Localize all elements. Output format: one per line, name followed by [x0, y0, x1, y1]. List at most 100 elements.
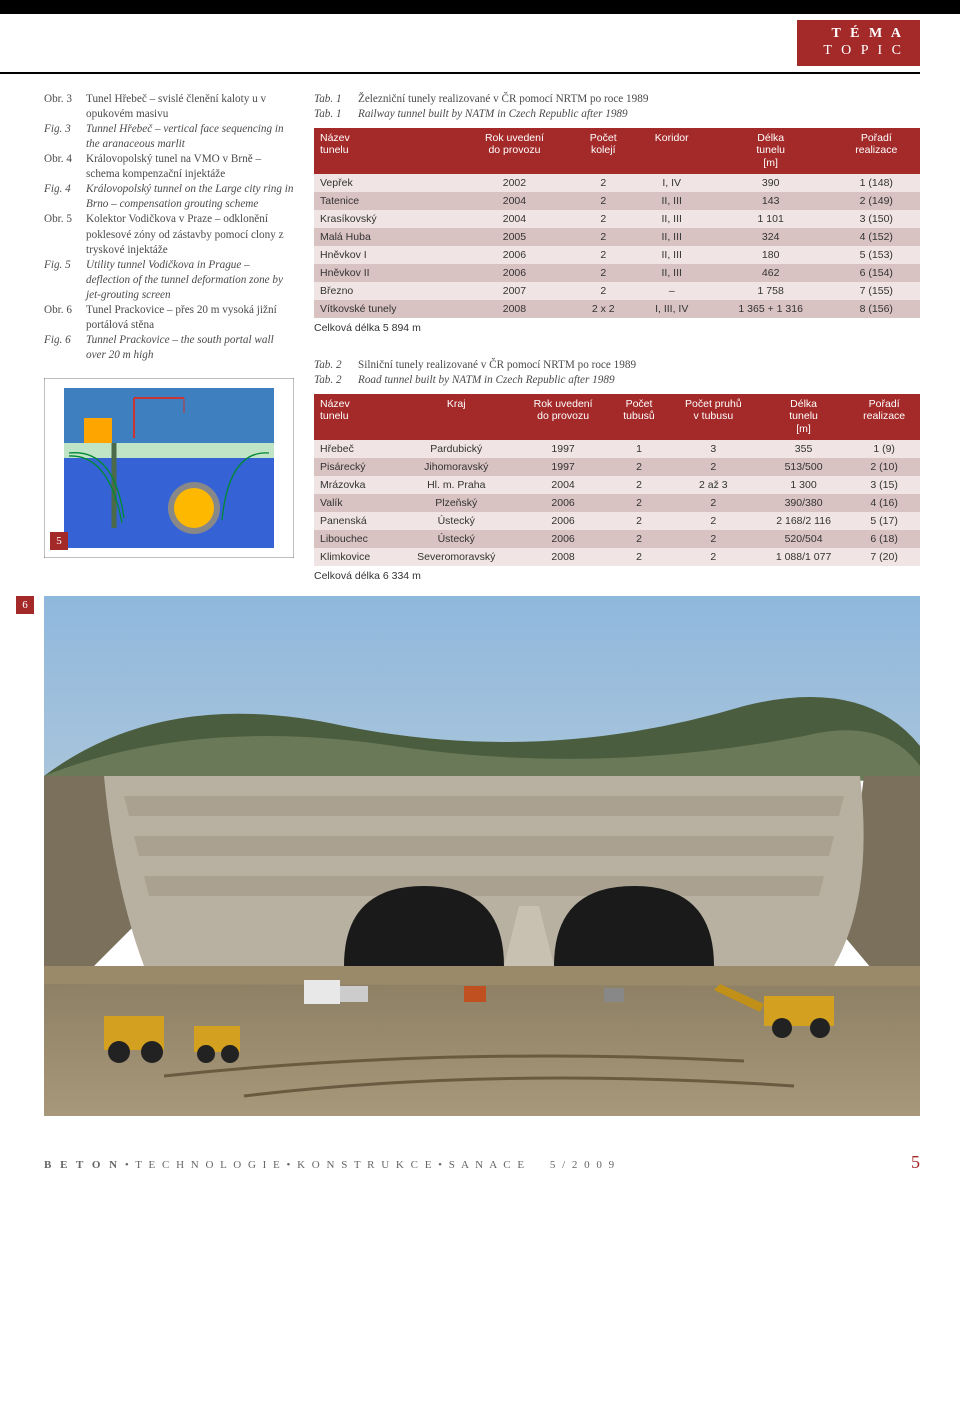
caption-row: Obr. 4Královopolský tunel na VMO v Brně …	[44, 152, 294, 182]
table-cell: 2 (10)	[848, 458, 920, 476]
table-cell: 2006	[457, 264, 572, 282]
table-cell: II, III	[635, 246, 709, 264]
figure-5: 5	[44, 378, 294, 558]
table-cell: 2004	[516, 476, 610, 494]
table-cell: Vítkovské tunely	[314, 300, 457, 318]
caption-row: Obr. 6Tunel Prackovice – přes 20 m vysok…	[44, 303, 294, 333]
table-cell: 1	[610, 440, 668, 458]
page-number: 5	[911, 1152, 920, 1173]
figure-captions: Obr. 3Tunel Hřebeč – svislé členění kalo…	[44, 92, 294, 364]
table-row: HřebečPardubický1997133551 (9)	[314, 440, 920, 458]
table-cell: 1 365 + 1 316	[709, 300, 833, 318]
table-cell: 2	[610, 458, 668, 476]
table-row: ValíkPlzeňský200622390/3804 (16)	[314, 494, 920, 512]
table-cell: 6 (154)	[833, 264, 920, 282]
table-caption-text: Silniční tunely realizované v ČR pomocí …	[358, 358, 636, 373]
table-cell: 520/504	[759, 530, 848, 548]
caption-text: Utility tunnel Vodičkova in Prague – def…	[86, 258, 294, 303]
figure-6-number: 6	[16, 596, 34, 614]
caption-text: Tunnel Prackovice – the south portal wal…	[86, 333, 294, 363]
caption-text: Tunel Hřebeč – svislé členění kaloty u v…	[86, 92, 294, 122]
table-cell: Ústecký	[396, 530, 516, 548]
table-cell: 3 (15)	[848, 476, 920, 494]
caption-text: Královopolský tunel na VMO v Brně – sche…	[86, 152, 294, 182]
table-cell: Klimkovice	[314, 548, 396, 566]
table-caption-row: Tab. 2Road tunnel built by NATM in Czech…	[314, 373, 920, 388]
caption-row: Fig. 4Královopolský tunnel on the Large …	[44, 182, 294, 212]
table-cell: 2	[572, 246, 635, 264]
table-row: Březno20072–1 7587 (155)	[314, 282, 920, 300]
table-cell: 324	[709, 228, 833, 246]
table-cell: Ústecký	[396, 512, 516, 530]
table-cell: 2 (149)	[833, 192, 920, 210]
table-cell: Hněvkov I	[314, 246, 457, 264]
table-cell: 1 (9)	[848, 440, 920, 458]
table-cell: –	[635, 282, 709, 300]
table-cell: Krasíkovský	[314, 210, 457, 228]
figure-6-photo	[44, 596, 920, 1116]
table-caption-row: Tab. 1Railway tunnel built by NATM in Cz…	[314, 107, 920, 122]
table-cell: 3	[668, 440, 759, 458]
table-caption-text: Železniční tunely realizované v ČR pomoc…	[358, 92, 648, 107]
table1-captions: Tab. 1Železniční tunely realizované v ČR…	[314, 92, 920, 122]
table-cell: 4 (16)	[848, 494, 920, 512]
table-cell: 2002	[457, 174, 572, 192]
table-cell: Jihomoravský	[396, 458, 516, 476]
table-cell: 2	[610, 494, 668, 512]
table-cell: Tatenice	[314, 192, 457, 210]
table-cell: 5 (153)	[833, 246, 920, 264]
table-cell: Valík	[314, 494, 396, 512]
table-cell: Malá Huba	[314, 228, 457, 246]
table-cell: Panenská	[314, 512, 396, 530]
table-caption-prefix: Tab. 2	[314, 373, 358, 388]
table-cell: 5 (17)	[848, 512, 920, 530]
table-row: PanenskáÚstecký2006222 168/2 1165 (17)	[314, 512, 920, 530]
caption-text: Kolektor Vodičkova v Praze – odklonění p…	[86, 212, 294, 257]
table-cell: 7 (20)	[848, 548, 920, 566]
page-footer: B E T O N • T E C H N O L O G I E • K O …	[0, 1152, 960, 1191]
table-cell: 2	[610, 530, 668, 548]
table-caption-text: Railway tunnel built by NATM in Czech Re…	[358, 107, 628, 122]
caption-text: Tunel Prackovice – přes 20 m vysoká jižn…	[86, 303, 294, 333]
footer-tagline: • T E C H N O L O G I E • K O N S T R U …	[125, 1159, 526, 1171]
caption-text: Královopolský tunnel on the Large city r…	[86, 182, 294, 212]
caption-text: Tunnel Hřebeč – vertical face sequencing…	[86, 122, 294, 152]
table-header-cell: Počet pruhův tubusu	[668, 394, 759, 440]
table-cell: Plzeňský	[396, 494, 516, 512]
caption-row: Fig. 5Utility tunnel Vodičkova in Prague…	[44, 258, 294, 303]
table-cell: 3 (150)	[833, 210, 920, 228]
footer-brand-name: B E T O N	[44, 1159, 120, 1171]
table-caption-row: Tab. 2Silniční tunely realizované v ČR p…	[314, 358, 920, 373]
table-cell: 2008	[516, 548, 610, 566]
caption-prefix: Fig. 4	[44, 182, 86, 212]
table-cell: 390	[709, 174, 833, 192]
table-cell: 2	[668, 458, 759, 476]
table-cell: 8 (156)	[833, 300, 920, 318]
footer-issue: 5 / 2 0 0 9	[550, 1159, 616, 1171]
table-cell: 2	[668, 530, 759, 548]
table-caption-prefix: Tab. 1	[314, 92, 358, 107]
table-row: MrázovkaHl. m. Praha200422 až 31 3003 (1…	[314, 476, 920, 494]
table-cell: 1 088/1 077	[759, 548, 848, 566]
section-title-box: T É M A T O P I C	[797, 20, 920, 66]
table-cell: 2	[572, 210, 635, 228]
table-header-cell: Rok uvedenído provozu	[457, 128, 572, 174]
caption-prefix: Fig. 5	[44, 258, 86, 303]
table-cell: 2 x 2	[572, 300, 635, 318]
table-cell: 2	[572, 192, 635, 210]
table-header-cell: Délkatunelu[m]	[709, 128, 833, 174]
table-cell: 462	[709, 264, 833, 282]
caption-row: Fig. 6Tunnel Prackovice – the south port…	[44, 333, 294, 363]
table-railway-tunnels: NázevtuneluRok uvedenído provozuPočetkol…	[314, 128, 920, 318]
table-row: Hněvkov II20062II, III4626 (154)	[314, 264, 920, 282]
table-cell: 2006	[516, 494, 610, 512]
table-cell: 2008	[457, 300, 572, 318]
top-black-bar	[0, 0, 960, 14]
table-cell: Hl. m. Praha	[396, 476, 516, 494]
main-content: Obr. 3Tunel Hřebeč – svislé členění kalo…	[0, 74, 960, 582]
table-caption-row: Tab. 1Železniční tunely realizované v ČR…	[314, 92, 920, 107]
table-cell: 2 až 3	[668, 476, 759, 494]
table-header-cell: Koridor	[635, 128, 709, 174]
table-cell: Březno	[314, 282, 457, 300]
table-cell: 2006	[457, 246, 572, 264]
